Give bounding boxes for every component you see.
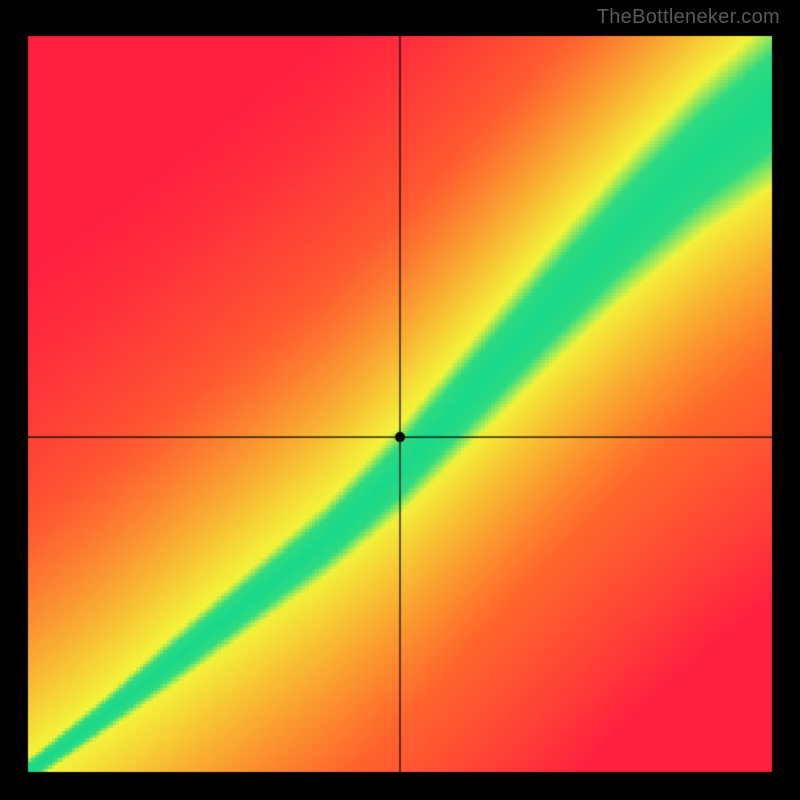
heatmap-canvas <box>0 0 800 800</box>
chart-container: TheBottleneker.com <box>0 0 800 800</box>
watermark-text: TheBottleneker.com <box>597 6 780 29</box>
